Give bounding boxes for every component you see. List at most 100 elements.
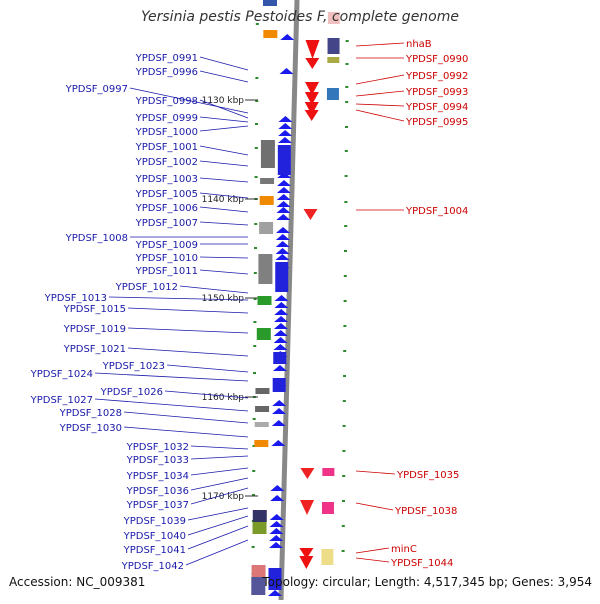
left-gene-leader <box>199 177 249 183</box>
scale-tick-outer <box>341 550 345 552</box>
scale-tick-inner <box>255 77 259 79</box>
right-gene-label: YPDSF_1044 <box>390 558 453 569</box>
left-gene-label: YPDSF_1030 <box>59 423 122 434</box>
right-gene-leader <box>355 90 405 97</box>
scale-tick-outer <box>342 475 346 477</box>
gene-arrow-forward <box>272 408 287 414</box>
left-gene-leader <box>108 296 249 301</box>
right-gene-label: YPDSF_1035 <box>396 470 459 481</box>
scale-tick-inner <box>255 23 259 25</box>
gene-arrow-forward <box>274 309 289 315</box>
right-gene-leader <box>355 470 396 475</box>
gene-bar <box>251 565 266 577</box>
gene-arrow-forward <box>276 214 291 220</box>
left-gene-label: YPDSF_1028 <box>59 408 122 419</box>
right-gene-leader <box>355 109 405 122</box>
left-gene-leader <box>129 87 249 114</box>
left-gene-leader <box>185 539 249 566</box>
gene-arrow-forward <box>273 337 288 343</box>
left-gene-leader <box>199 192 249 199</box>
left-gene-label: YPDSF_1040 <box>123 531 186 542</box>
left-gene-label: YPDSF_1010 <box>135 253 198 264</box>
gene-arrow-reverse <box>304 92 319 105</box>
gene-bar <box>260 178 275 184</box>
scale-tick-outer <box>344 225 348 227</box>
left-gene-label: YPDSF_1036 <box>126 486 189 497</box>
left-gene-label: YPDSF_1011 <box>135 266 198 277</box>
scale-label: 1140 kbp <box>202 195 245 205</box>
scale-tick-inner <box>255 123 259 125</box>
gene-block-right <box>322 468 335 476</box>
gene-arrow-forward <box>269 535 284 541</box>
gene-arrow-forward <box>276 227 291 233</box>
gene-arrow-forward <box>278 116 293 122</box>
scale-tick-outer <box>342 450 346 452</box>
gene-block-right <box>327 57 340 63</box>
scale-tick-inner <box>252 445 256 447</box>
scale-tick-outer <box>345 86 349 88</box>
gene-arrow-forward <box>276 194 291 200</box>
right-gene-label: nhaB <box>406 39 432 50</box>
gene-bar <box>255 388 270 394</box>
gene-bar <box>263 30 278 38</box>
scale-tick-outer <box>342 400 346 402</box>
left-gene-label: YPDSF_1023 <box>102 361 165 372</box>
scale-tick-inner <box>253 345 257 347</box>
left-gene-label: YPDSF_1024 <box>30 369 93 380</box>
scale-tick-outer <box>344 201 348 203</box>
right-gene-leader <box>355 547 390 554</box>
scale-label: 1160 kbp <box>202 393 245 403</box>
scale-tick-inner <box>253 272 257 274</box>
left-gene-label: YPDSF_1019 <box>63 324 126 335</box>
left-gene-leader <box>127 307 249 314</box>
right-gene-leader <box>355 557 390 563</box>
gene-block <box>272 378 286 392</box>
gene-bar <box>258 254 273 284</box>
gene-block-right <box>321 502 334 514</box>
scale-tick-outer <box>343 300 347 302</box>
gene-arrow-forward <box>272 365 287 371</box>
left-gene-leader <box>164 390 249 399</box>
right-gene-label: YPDSF_0993 <box>405 87 468 98</box>
scale-tick-outer <box>345 101 349 103</box>
gene-bar <box>257 296 272 305</box>
scale-tick-outer <box>344 150 348 152</box>
gene-arrow-reverse <box>305 82 320 95</box>
left-gene-leader <box>199 269 249 275</box>
left-gene-leader <box>199 256 249 259</box>
gene-arrow-forward <box>269 514 284 520</box>
gene-arrow-reverse <box>300 468 315 479</box>
scale-tick-outer <box>341 525 345 527</box>
left-gene-label: YPDSF_1002 <box>135 157 198 168</box>
gene-block <box>277 145 291 175</box>
right-gene-label: YPDSF_0992 <box>405 71 468 82</box>
gene-arrow-forward <box>276 187 291 193</box>
gene-block-right <box>321 549 334 565</box>
left-gene-label: YPDSF_1007 <box>135 218 198 229</box>
scale-tick-outer <box>343 275 347 277</box>
scale-tick-inner <box>254 147 258 149</box>
left-gene-label: YPDSF_1000 <box>135 127 198 138</box>
scale-tick-inner <box>255 100 259 102</box>
gene-bar <box>254 440 269 447</box>
gene-arrow-forward <box>275 234 290 240</box>
scale-tick-inner <box>254 176 258 178</box>
gene-arrow-forward <box>272 400 287 406</box>
gene-bar <box>252 522 267 534</box>
scale-tick-inner <box>253 321 257 323</box>
left-gene-label: YPDSF_1006 <box>135 203 198 214</box>
scale-tick-outer <box>344 250 347 252</box>
right-gene-leader <box>355 103 405 107</box>
gene-block-right <box>327 12 340 24</box>
left-gene-leader <box>127 347 249 357</box>
scale-tick-outer <box>344 175 348 177</box>
gene-bar <box>263 0 277 6</box>
left-gene-leader <box>187 507 249 521</box>
gene-arrow-forward <box>273 330 288 336</box>
left-gene-leader <box>190 467 249 476</box>
gene-arrow-forward <box>269 528 284 534</box>
gene-arrow-reverse <box>300 500 314 515</box>
left-gene-leader <box>199 70 249 83</box>
gene-bar <box>260 140 275 168</box>
left-gene-label: YPDSF_1032 <box>126 442 189 453</box>
